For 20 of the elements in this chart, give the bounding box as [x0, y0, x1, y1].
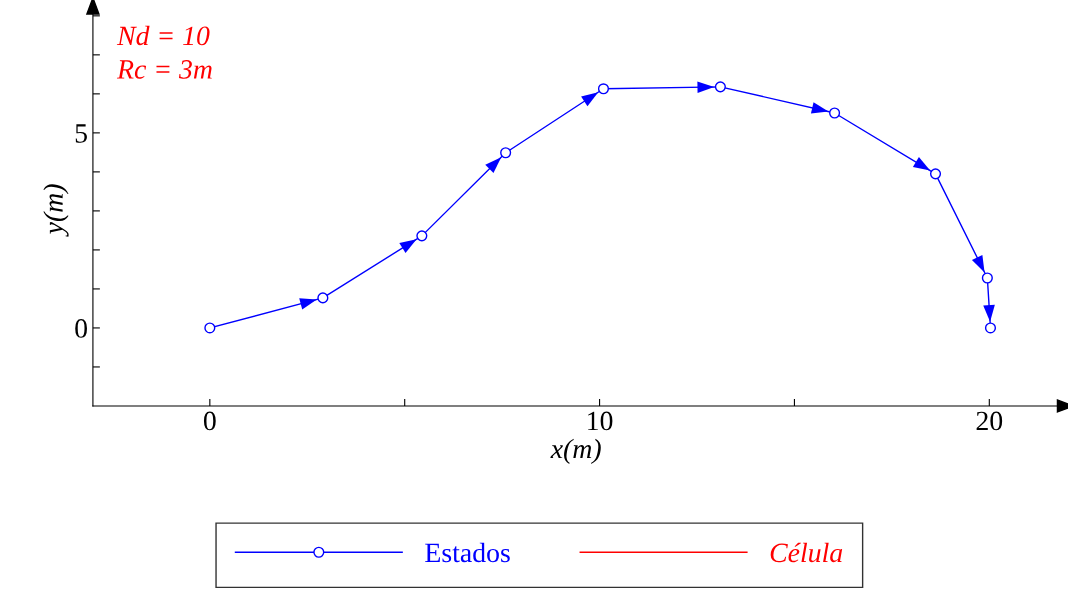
y-axis-title: y(m)	[43, 184, 69, 237]
point	[317, 292, 329, 304]
point	[714, 81, 726, 93]
point	[829, 107, 841, 119]
annotation: Nd = 10	[116, 25, 210, 46]
legend-label: Célula	[770, 542, 843, 563]
point	[929, 168, 942, 180]
x-tick-label: 20	[976, 411, 1003, 431]
point	[597, 83, 610, 95]
x-axis-title: x(m)	[550, 438, 601, 464]
y-tick-label: 5	[75, 124, 87, 143]
x-tick-label: 0	[203, 411, 216, 431]
point	[500, 147, 512, 159]
point	[204, 322, 216, 334]
annotation: Rc = 3m	[116, 60, 212, 79]
point	[984, 322, 997, 334]
point	[981, 272, 993, 284]
text: Estados	[425, 542, 510, 563]
point	[416, 230, 428, 242]
x-tick-label: 10	[588, 411, 613, 431]
